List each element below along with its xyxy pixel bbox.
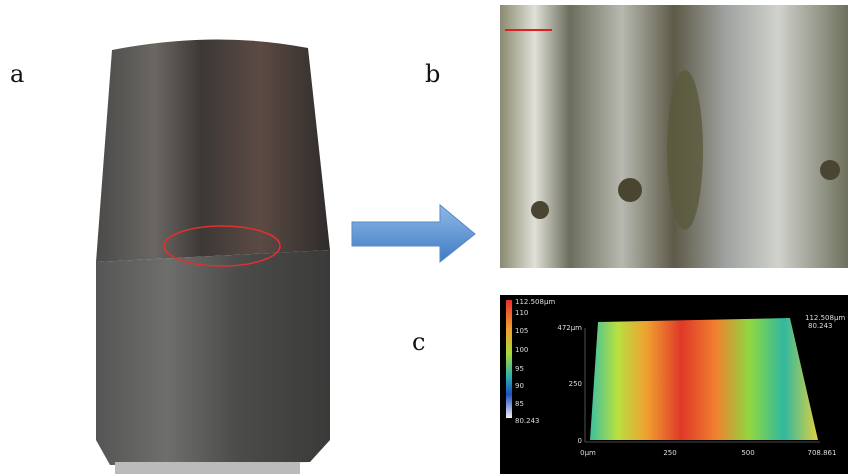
colorbar-label: 112.508µm <box>515 298 555 306</box>
specimen-top <box>96 39 330 262</box>
colorbar-label: 80.243 <box>515 417 540 425</box>
colorbar-label: 110 <box>515 309 528 317</box>
specimen-bottom <box>96 250 330 465</box>
corrosion-pit <box>820 160 840 180</box>
colorbar-label: 90 <box>515 382 524 390</box>
x-axis-label: 708.861 <box>808 449 837 457</box>
colorbar-label: 100 <box>515 346 528 354</box>
corrosion-pit <box>618 178 642 202</box>
corrosion-pit <box>667 70 703 230</box>
arrow <box>352 205 475 262</box>
y-axis-label: 472µm <box>557 324 582 332</box>
z-label: 80.243 <box>808 322 833 330</box>
corrosion-pit <box>531 201 549 219</box>
colorbar <box>506 300 512 418</box>
x-axis-label: 500 <box>741 449 754 457</box>
y-axis-label: 250 <box>569 380 582 388</box>
z-label: 112.508µm <box>805 314 845 322</box>
x-axis-label: 250 <box>663 449 676 457</box>
x-axis-label: 0µm <box>580 449 596 457</box>
surface-3d <box>590 318 818 440</box>
panel-label: c <box>412 328 425 356</box>
colorbar-label: 85 <box>515 400 524 408</box>
page: a b c 112.508µm 110 105 100 95 90 85 80.… <box>0 0 848 474</box>
y-axis-label: 0 <box>578 437 582 445</box>
colorbar-label: 95 <box>515 365 524 373</box>
panel-label: a <box>10 60 24 88</box>
figure: a b c 112.508µm 110 105 100 95 90 85 80.… <box>0 0 848 474</box>
panel-label: b <box>425 60 440 88</box>
specimen-base <box>115 462 300 474</box>
colorbar-label: 105 <box>515 327 528 335</box>
